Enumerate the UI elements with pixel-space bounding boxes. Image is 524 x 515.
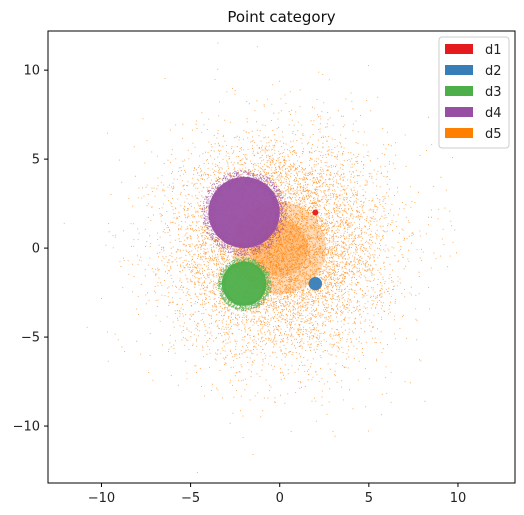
legend-label-d3: d3 xyxy=(485,85,502,100)
x-tick-label: 5 xyxy=(365,491,373,506)
series-d1 xyxy=(312,209,319,216)
series-d2 xyxy=(308,277,323,291)
legend-swatch-d4 xyxy=(445,107,473,117)
x-axis: −10 −5 0 5 10 xyxy=(88,483,466,506)
series-d5-points xyxy=(63,42,475,473)
legend: d1 d2 d3 d4 d5 xyxy=(438,36,510,149)
legend-swatch-d3 xyxy=(445,86,473,96)
chart-title: Point category xyxy=(227,8,335,26)
series-d4 xyxy=(201,170,288,256)
legend-box xyxy=(438,36,510,149)
series-d3-core xyxy=(221,261,267,306)
legend-swatch-d5 xyxy=(445,128,473,138)
series-d5 xyxy=(63,42,475,473)
y-tick-label: 5 xyxy=(32,153,40,168)
x-tick-label: −5 xyxy=(181,491,200,506)
y-tick-label: 10 xyxy=(23,64,40,79)
y-axis: −10 −5 0 5 10 xyxy=(13,64,48,435)
legend-label-d5: d5 xyxy=(485,127,502,142)
x-tick-label: 10 xyxy=(450,491,467,506)
series-d3 xyxy=(217,257,272,312)
legend-label-d4: d4 xyxy=(485,106,502,121)
legend-swatch-d2 xyxy=(445,65,473,75)
plot-frame xyxy=(47,30,516,484)
y-tick-label: −5 xyxy=(21,331,40,346)
y-tick-label: −10 xyxy=(13,420,40,435)
series-d2-core xyxy=(308,277,323,291)
y-tick-label: 0 xyxy=(32,242,40,257)
x-tick-label: 0 xyxy=(276,491,284,506)
series-d4-core xyxy=(208,176,280,249)
legend-label-d1: d1 xyxy=(485,43,502,58)
legend-swatch-d1 xyxy=(445,44,473,54)
x-tick-label: −10 xyxy=(88,491,115,506)
series-d1-core xyxy=(312,209,319,216)
scatter-points xyxy=(63,42,475,473)
legend-label-d2: d2 xyxy=(485,64,502,79)
